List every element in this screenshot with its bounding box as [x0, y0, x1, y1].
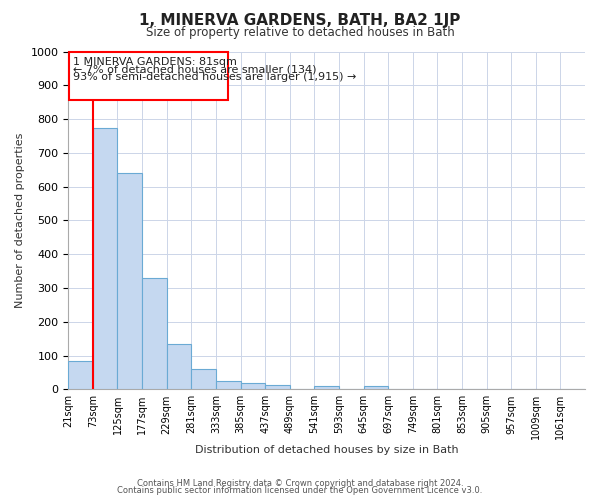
Text: 1, MINERVA GARDENS, BATH, BA2 1JP: 1, MINERVA GARDENS, BATH, BA2 1JP: [139, 12, 461, 28]
Bar: [216, 381, 241, 390]
Text: Contains HM Land Registry data © Crown copyright and database right 2024.: Contains HM Land Registry data © Crown c…: [137, 478, 463, 488]
Bar: [364, 386, 388, 390]
Bar: [142, 278, 167, 390]
Text: 93% of semi-detached houses are larger (1,915) →: 93% of semi-detached houses are larger (…: [73, 72, 356, 82]
Bar: [314, 386, 339, 390]
X-axis label: Distribution of detached houses by size in Bath: Distribution of detached houses by size …: [195, 445, 458, 455]
Bar: [167, 344, 191, 390]
Bar: [69, 52, 228, 100]
Bar: [241, 384, 265, 390]
Y-axis label: Number of detached properties: Number of detached properties: [15, 132, 25, 308]
Bar: [265, 386, 290, 390]
Bar: [118, 173, 142, 390]
Text: Size of property relative to detached houses in Bath: Size of property relative to detached ho…: [146, 26, 454, 39]
Text: ← 7% of detached houses are smaller (134): ← 7% of detached houses are smaller (134…: [73, 64, 316, 74]
Bar: [191, 369, 216, 390]
Bar: [68, 360, 93, 390]
Text: 1 MINERVA GARDENS: 81sqm: 1 MINERVA GARDENS: 81sqm: [73, 56, 236, 66]
Text: Contains public sector information licensed under the Open Government Licence v3: Contains public sector information licen…: [118, 486, 482, 495]
Bar: [93, 128, 118, 390]
